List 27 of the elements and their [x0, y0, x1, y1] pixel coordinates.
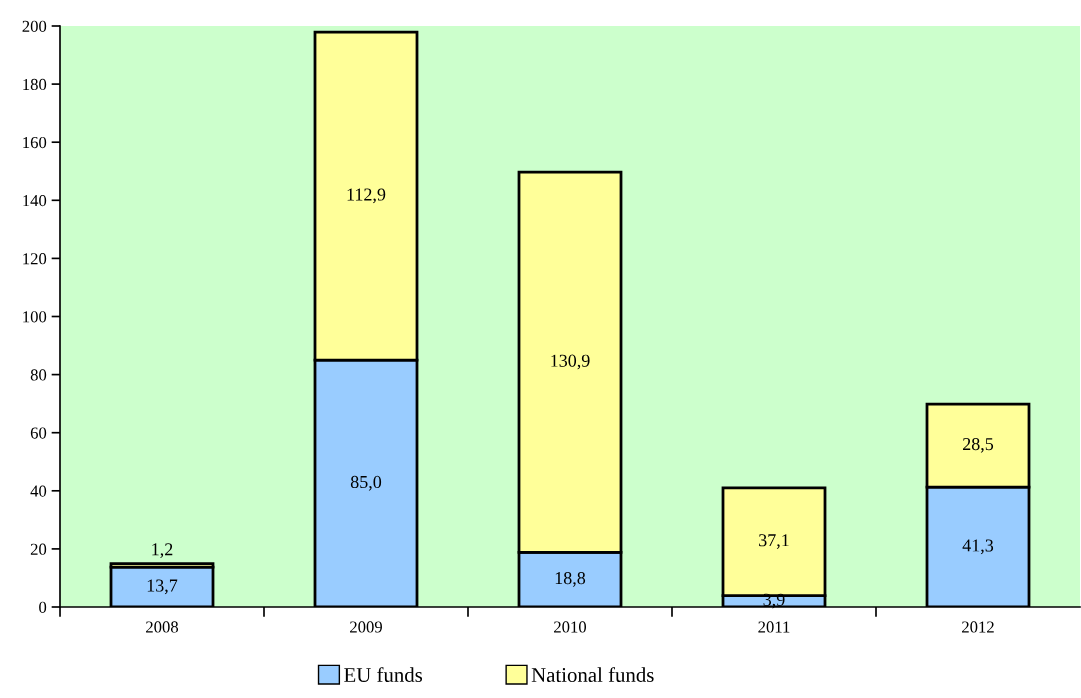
data-label: 41,3: [962, 539, 994, 555]
x-tick-label: 2009: [350, 621, 382, 633]
x-tick-label: 2011: [758, 621, 790, 633]
x-tick-label: 2008: [146, 621, 179, 633]
y-tick-label: 120: [23, 253, 47, 265]
y-tick-label: 0: [39, 601, 47, 613]
legend-label: EU funds: [344, 667, 423, 682]
x-tick-label: 2010: [554, 621, 587, 633]
y-tick-label: 200: [22, 20, 47, 32]
y-tick-label: 100: [23, 311, 47, 323]
data-label: 13,7: [147, 579, 178, 595]
data-label: 85,0: [350, 475, 382, 491]
y-tick-label: 180: [23, 78, 47, 91]
y-tick-label: 80: [30, 369, 47, 381]
y-tick-label: 140: [23, 195, 47, 207]
data-label: 1,2: [152, 543, 173, 558]
y-tick-label: 60: [30, 427, 47, 439]
data-label: 37,1: [759, 534, 789, 549]
data-label: 112,9: [347, 188, 386, 204]
x-tick-label: 2012: [962, 621, 994, 633]
data-label: 130,9: [551, 354, 590, 370]
data-label: 18,8: [555, 572, 586, 587]
y-tick-label: 160: [23, 136, 47, 149]
y-tick-label: 40: [30, 485, 47, 497]
data-label: 28,5: [962, 437, 994, 453]
legend-label: National funds: [531, 667, 654, 682]
y-tick-label: 20: [30, 543, 47, 555]
